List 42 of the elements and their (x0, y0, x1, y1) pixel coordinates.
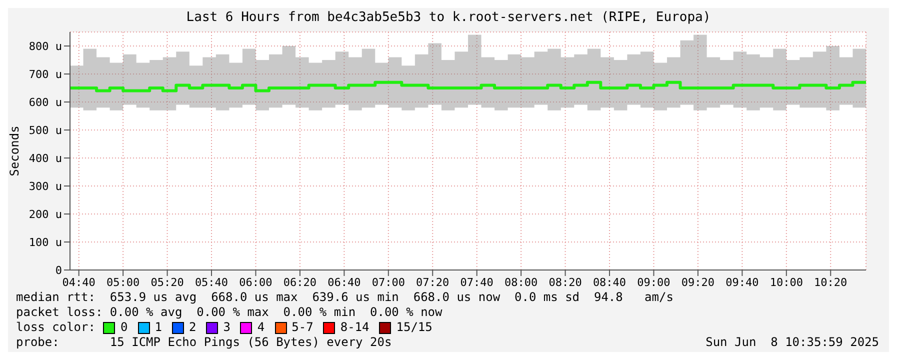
legend-label: 4 (257, 320, 265, 335)
text: Sun Jun 8 10:35:59 2025 (706, 335, 879, 350)
x-tick-label: 06:00 (239, 276, 272, 289)
x-tick-label: 07:00 (372, 276, 405, 289)
legend-label: 1 (154, 320, 162, 335)
x-tick-label: 09:20 (681, 276, 715, 289)
x-tick-label: 05:40 (194, 276, 228, 289)
x-tick-label: 06:20 (283, 276, 317, 289)
text: probe: 15 ICMP Echo Pings (56 Bytes) every 20s (16, 335, 392, 349)
y-tick-label: 600 u (28, 96, 62, 109)
y-tick-label: 0 (55, 264, 62, 277)
text: median rtt: 653.9 us avg 668.0 us max 639.6 us min 668.0 us now 0.0 ms sd 94.8 am/s (16, 290, 674, 305)
x-tick-label: 10:00 (770, 276, 803, 289)
x-tick-label: 08:00 (504, 276, 538, 289)
y-tick-label: 300 u (28, 180, 62, 193)
x-tick-label: 05:00 (106, 276, 140, 289)
y-axis-title: Seconds (7, 126, 22, 176)
legend-label: 0 (120, 320, 128, 335)
x-tick-label: 05:20 (150, 276, 184, 289)
legend-label: 5-7 (292, 320, 314, 335)
x-tick-label: 07:20 (416, 276, 450, 289)
text: loss color: (16, 320, 96, 335)
text: packet loss: 0.00 % avg 0.00 % max 0.00 % min 0.00 % now (16, 305, 444, 320)
x-tick-label: 09:40 (726, 276, 759, 289)
x-tick-label: 06:40 (328, 276, 361, 289)
y-tick-label: 100 u (28, 236, 62, 249)
legend-label: 3 (223, 320, 230, 335)
x-tick-label: 10:20 (814, 276, 848, 289)
legend-label: 2 (188, 320, 196, 335)
y-tick-label: 700 u (28, 68, 62, 81)
x-tick-label: 04:40 (62, 276, 96, 289)
x-tick-label: 07:40 (460, 276, 494, 289)
legend-label: 8-14 (340, 320, 370, 335)
y-tick-label: 800 u (28, 40, 62, 53)
y-tick-label: 400 u (28, 152, 62, 165)
legend-label: 15/15 (396, 320, 432, 335)
y-tick-label: 200 u (28, 208, 62, 221)
y-tick-label: 500 u (28, 124, 62, 137)
chart-title: Last 6 Hours from be4c3ab5e5b3 to k.root-servers.net (RIPE, Europa) (185, 9, 712, 27)
x-tick-label: 08:20 (548, 276, 582, 289)
x-tick-label: 08:40 (592, 276, 626, 289)
x-tick-label: 09:00 (637, 276, 670, 289)
